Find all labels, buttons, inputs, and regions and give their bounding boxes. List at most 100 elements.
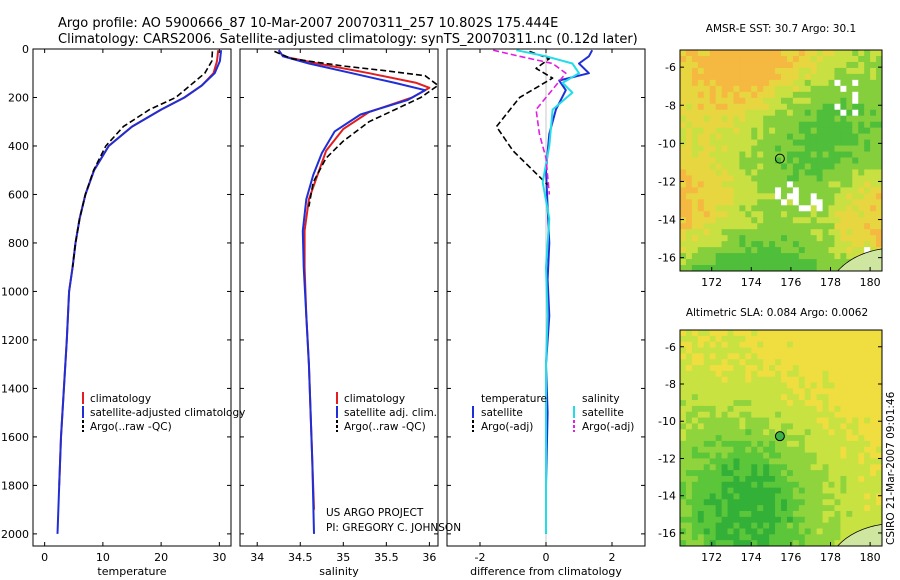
map-cell bbox=[828, 73, 835, 81]
map-cell bbox=[745, 446, 752, 453]
map-cell bbox=[852, 487, 859, 494]
map-cell bbox=[810, 211, 818, 218]
map-cell bbox=[840, 241, 847, 248]
map-cell bbox=[828, 446, 835, 453]
map-cell bbox=[733, 446, 740, 453]
map-cell bbox=[858, 205, 865, 212]
map-cell bbox=[846, 365, 853, 372]
legend-argo-label: Argo(..raw -QC) bbox=[90, 421, 172, 433]
map-cell bbox=[804, 91, 812, 99]
legend-sal-climatology-label: climatology bbox=[344, 393, 405, 405]
map-cell bbox=[798, 417, 806, 424]
map-cell bbox=[763, 55, 770, 63]
map-cell bbox=[852, 470, 859, 477]
map-cell bbox=[733, 61, 740, 69]
map-cell bbox=[786, 235, 794, 242]
map-cell bbox=[680, 50, 687, 57]
map-cell bbox=[680, 79, 687, 87]
x-tick-label: 2 bbox=[609, 551, 616, 564]
map-cell bbox=[680, 199, 687, 206]
map-cell bbox=[745, 97, 752, 105]
map-cell bbox=[775, 394, 782, 401]
map-cell bbox=[852, 103, 859, 111]
map-cell bbox=[727, 259, 734, 266]
map-cell bbox=[852, 67, 859, 75]
map-cell bbox=[816, 73, 823, 81]
map-cell bbox=[769, 217, 776, 224]
map-cell bbox=[858, 440, 865, 448]
map-cell bbox=[703, 79, 711, 87]
map-cell bbox=[757, 335, 764, 343]
map-cell bbox=[739, 91, 746, 99]
map-cell bbox=[709, 528, 717, 535]
map-cell bbox=[781, 510, 788, 518]
map-cell bbox=[822, 516, 829, 524]
map-cell bbox=[745, 139, 752, 146]
map-cell bbox=[840, 139, 847, 146]
map-cell bbox=[786, 175, 794, 182]
map-cell bbox=[739, 458, 746, 465]
map-cell bbox=[792, 229, 800, 236]
map-cell bbox=[786, 127, 794, 135]
map-cell bbox=[733, 73, 740, 81]
y-tick-label: 1000 bbox=[1, 285, 29, 298]
map-cell bbox=[786, 411, 794, 418]
map-cell bbox=[810, 109, 818, 117]
map-cell bbox=[792, 133, 800, 140]
map-cell bbox=[757, 522, 764, 529]
map-cell bbox=[715, 85, 722, 93]
map-cell bbox=[697, 157, 705, 164]
map-cell bbox=[727, 382, 734, 389]
map-cell bbox=[864, 217, 871, 224]
map-cell bbox=[745, 253, 752, 260]
map-cell bbox=[769, 417, 776, 424]
map-cell bbox=[864, 341, 871, 348]
map-cell bbox=[721, 193, 728, 200]
map-cell bbox=[822, 347, 829, 354]
map-cell bbox=[709, 522, 717, 529]
map-cell bbox=[840, 487, 847, 494]
map-cell bbox=[810, 505, 818, 512]
map-cell bbox=[685, 115, 693, 123]
map-cell bbox=[792, 405, 800, 413]
map-cell bbox=[697, 247, 705, 254]
map-cell bbox=[680, 359, 687, 366]
map-cell bbox=[792, 247, 800, 254]
map-cell bbox=[751, 481, 758, 489]
map-cell bbox=[804, 157, 812, 164]
map-cell bbox=[709, 50, 717, 57]
map-cell bbox=[757, 446, 764, 453]
map-cell bbox=[763, 50, 770, 57]
map-cell bbox=[709, 235, 717, 242]
map-cell bbox=[763, 475, 770, 483]
map-cell bbox=[822, 85, 829, 93]
map-cell bbox=[834, 394, 841, 401]
map-cell bbox=[680, 382, 687, 389]
map-cell bbox=[781, 359, 788, 366]
map-cell bbox=[810, 475, 818, 483]
map-cell bbox=[804, 61, 812, 69]
map-cell bbox=[733, 97, 740, 105]
map-cell bbox=[703, 133, 711, 140]
map-cell bbox=[763, 121, 770, 129]
map-cell bbox=[840, 73, 847, 81]
map-cell bbox=[858, 400, 865, 407]
map-cell bbox=[733, 193, 740, 200]
map-cell bbox=[852, 97, 859, 105]
map-cell bbox=[810, 522, 818, 529]
map-cell bbox=[691, 359, 699, 366]
map-cell bbox=[733, 241, 740, 248]
map-cell bbox=[834, 353, 841, 360]
map-cell bbox=[816, 61, 823, 69]
map-cell bbox=[804, 470, 812, 477]
map-cell bbox=[810, 217, 818, 224]
map-cell bbox=[697, 493, 705, 500]
map-cell bbox=[804, 353, 812, 360]
map-cell bbox=[870, 400, 877, 407]
map-cell bbox=[792, 199, 800, 206]
map-cell bbox=[781, 181, 788, 188]
map-cell bbox=[745, 429, 752, 436]
map-x-tick-label: 178 bbox=[820, 276, 841, 289]
map-cell bbox=[691, 235, 699, 242]
map-cell bbox=[680, 193, 687, 200]
